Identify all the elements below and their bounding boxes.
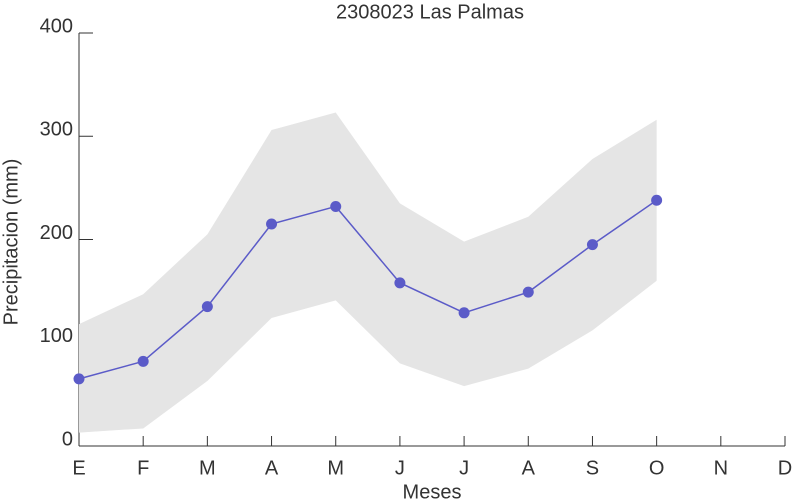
point — [137, 355, 149, 367]
x-tick-label: J — [395, 457, 405, 479]
x-tick-label: E — [72, 457, 85, 479]
y-tick-label: 100 — [40, 325, 73, 347]
point — [73, 373, 85, 385]
x-tick-label: D — [778, 457, 792, 479]
y-axis-label: Precipitacion (mm) — [0, 159, 22, 326]
x-tick-label: A — [522, 457, 536, 479]
x-tick-label: M — [327, 457, 344, 479]
point — [586, 239, 598, 251]
y-tick-label: 400 — [40, 15, 73, 37]
x-tick-label: S — [586, 457, 599, 479]
x-axis-label: Meses — [403, 481, 462, 503]
point — [522, 286, 534, 298]
x-tick-label: A — [265, 457, 279, 479]
x-tick-label: J — [459, 457, 469, 479]
point — [330, 200, 342, 212]
x-tick-label: F — [137, 457, 149, 479]
chart-title: 2308023 Las Palmas — [336, 1, 524, 23]
range-band — [79, 112, 657, 433]
point — [266, 218, 278, 230]
y-tick-label: 200 — [40, 222, 73, 244]
point — [201, 301, 213, 313]
x-tick-label: O — [649, 457, 665, 479]
y-tick-label: 300 — [40, 119, 73, 141]
point — [394, 277, 406, 289]
x-tick-label: N — [714, 457, 728, 479]
point — [458, 307, 470, 319]
point — [651, 194, 663, 206]
x-tick-label: M — [199, 457, 216, 479]
line — [78, 199, 658, 380]
y-tick-label: 0 — [62, 428, 73, 450]
